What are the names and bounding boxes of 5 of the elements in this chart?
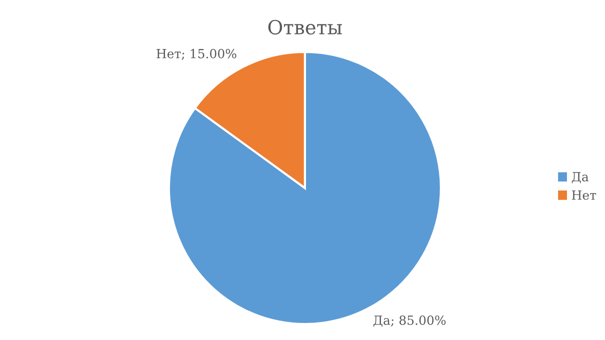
legend-label: Нет: [572, 190, 596, 200]
chart-title: Ответы: [268, 20, 342, 35]
data-label: Нет; 15.00%: [156, 48, 236, 60]
legend-label: Да: [572, 172, 589, 184]
data-label: Да; 85.00%: [373, 315, 446, 327]
